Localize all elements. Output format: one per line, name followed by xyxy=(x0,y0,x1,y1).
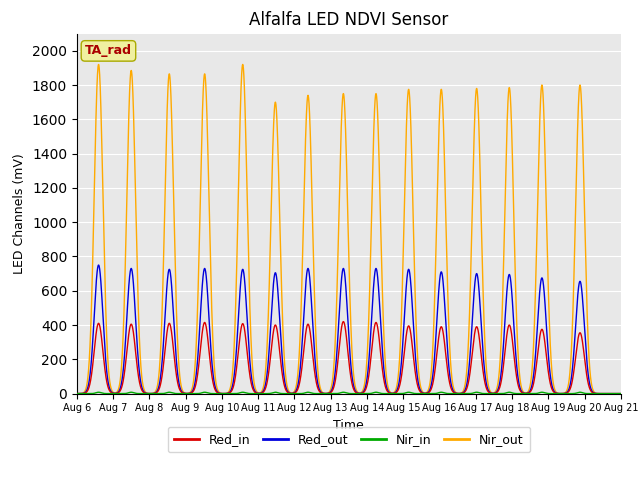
Text: TA_rad: TA_rad xyxy=(85,44,132,58)
X-axis label: Time: Time xyxy=(333,419,364,432)
Y-axis label: LED Channels (mV): LED Channels (mV) xyxy=(13,153,26,274)
Title: Alfalfa LED NDVI Sensor: Alfalfa LED NDVI Sensor xyxy=(249,11,449,29)
Legend: Red_in, Red_out, Nir_in, Nir_out: Red_in, Red_out, Nir_in, Nir_out xyxy=(168,427,530,452)
